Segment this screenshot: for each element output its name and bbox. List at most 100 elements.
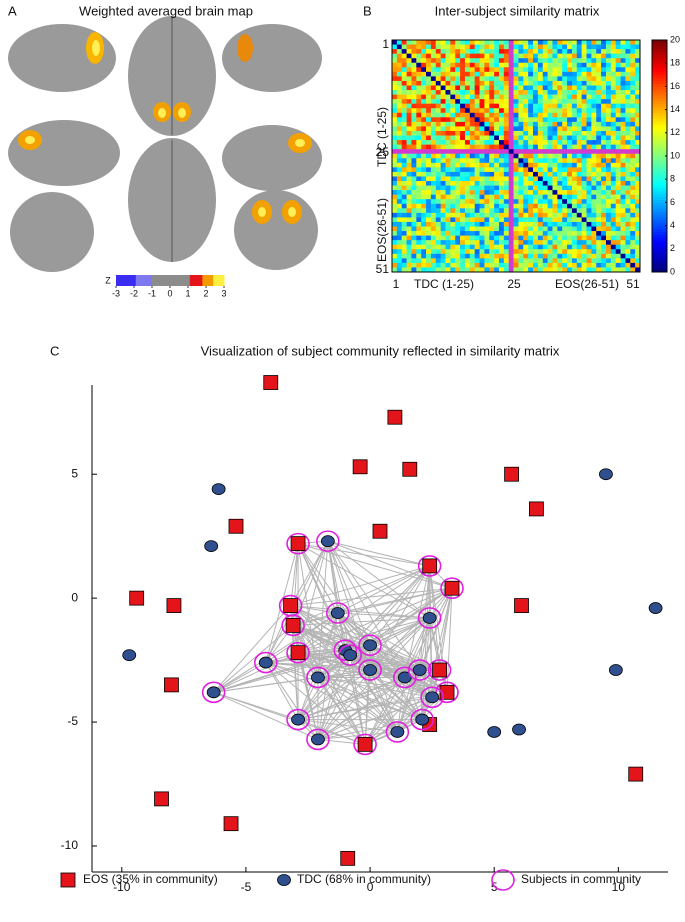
colorbar-segment: [652, 55, 667, 58]
heatmap-cell: [587, 58, 592, 63]
colorbar-segment: [652, 234, 667, 237]
heatmap-cell: [411, 140, 416, 145]
heatmap-cell: [480, 108, 485, 113]
heatmap-cell: [543, 240, 548, 245]
heatmap-cell: [601, 149, 606, 154]
heatmap-cell: [572, 58, 577, 63]
heatmap-cell: [504, 195, 509, 200]
heatmap-cell: [577, 85, 582, 90]
eos-point: [505, 467, 519, 481]
heatmap-cell: [407, 145, 412, 150]
heatmap-cell: [557, 204, 562, 209]
heatmap-cell: [416, 145, 421, 150]
eos-point: [423, 559, 437, 573]
colorbar-segment: [652, 217, 667, 220]
colorbar-segment: [652, 173, 667, 176]
heatmap-cell: [480, 85, 485, 90]
heatmap-cell: [441, 85, 446, 90]
heatmap-cell: [518, 45, 523, 50]
colorbar-segment: [652, 162, 667, 165]
heatmap-cell: [445, 190, 450, 195]
row-label: EOS(26-51): [375, 198, 389, 262]
heatmap-cell: [577, 126, 582, 131]
heatmap-cell: [611, 158, 616, 163]
heatmap-cell: [514, 263, 519, 268]
heatmap-cell: [552, 149, 557, 154]
heatmap-cell: [509, 49, 514, 54]
heatmap-cell: [504, 117, 509, 122]
heatmap-cell: [616, 136, 621, 141]
heatmap-cell: [431, 126, 436, 131]
heatmap-cell: [441, 126, 446, 131]
heatmap-cell: [538, 149, 543, 154]
heatmap-cell: [426, 245, 431, 250]
heatmap-cell: [596, 145, 601, 150]
heatmap-cell: [421, 145, 426, 150]
heatmap-cell: [591, 158, 596, 163]
heatmap-cell: [557, 90, 562, 95]
heatmap-cell: [587, 222, 592, 227]
heatmap-cell: [450, 131, 455, 136]
heatmap-cell: [421, 45, 426, 50]
heatmap-cell: [514, 236, 519, 241]
heatmap-cell: [460, 95, 465, 100]
heatmap-cell: [552, 172, 557, 177]
heatmap-cell: [606, 158, 611, 163]
heatmap-cell: [562, 208, 567, 213]
heatmap-cell: [504, 222, 509, 227]
heatmap-cell: [523, 249, 528, 254]
heatmap-cell: [494, 208, 499, 213]
heatmap-cell: [392, 45, 397, 50]
heatmap-cell: [475, 117, 480, 122]
heatmap-cell: [421, 195, 426, 200]
heatmap-cell: [411, 167, 416, 172]
heatmap-cell: [509, 245, 514, 250]
heatmap-cell: [567, 172, 572, 177]
heatmap-cell: [630, 217, 635, 222]
heatmap-cell: [567, 245, 572, 250]
heatmap-cell: [392, 222, 397, 227]
heatmap-cell: [543, 99, 548, 104]
heatmap-cell: [538, 76, 543, 81]
heatmap-cell: [557, 227, 562, 232]
heatmap-cell: [480, 158, 485, 163]
heatmap-cell: [557, 240, 562, 245]
heatmap-cell: [441, 199, 446, 204]
heatmap-cell: [557, 126, 562, 131]
heatmap-cell: [450, 154, 455, 159]
heatmap-cell: [445, 149, 450, 154]
heatmap-cell: [562, 45, 567, 50]
heatmap-cell: [416, 45, 421, 50]
heatmap-cell: [411, 149, 416, 154]
heatmap-cell: [402, 195, 407, 200]
heatmap-cell: [562, 231, 567, 236]
heatmap-cell: [596, 240, 601, 245]
heatmap-cell: [596, 258, 601, 263]
heatmap-cell: [528, 108, 533, 113]
heatmap-cell: [567, 176, 572, 181]
heatmap-cell: [421, 76, 426, 81]
heatmap-cell: [421, 190, 426, 195]
heatmap-cell: [470, 158, 475, 163]
heatmap-cell: [567, 45, 572, 50]
heatmap-cell: [402, 231, 407, 236]
heatmap-cell: [538, 236, 543, 241]
heatmap-cell: [523, 99, 528, 104]
heatmap-cell: [543, 113, 548, 118]
heatmap-cell: [606, 217, 611, 222]
heatmap-cell: [392, 236, 397, 241]
heatmap-cell: [480, 263, 485, 268]
heatmap-cell: [484, 204, 489, 209]
heatmap-cell: [397, 199, 402, 204]
heatmap-cell: [582, 54, 587, 59]
heatmap-cell: [436, 176, 441, 181]
heatmap-cell: [567, 222, 572, 227]
heatmap-cell: [436, 236, 441, 241]
colorbar-segment: [652, 57, 667, 60]
colorbar-tick-label: -2: [130, 288, 138, 298]
heatmap-cell: [572, 99, 577, 104]
heatmap-cell: [436, 49, 441, 54]
heatmap-cell: [611, 76, 616, 81]
heatmap-cell: [494, 113, 499, 118]
heatmap-cell: [436, 172, 441, 177]
